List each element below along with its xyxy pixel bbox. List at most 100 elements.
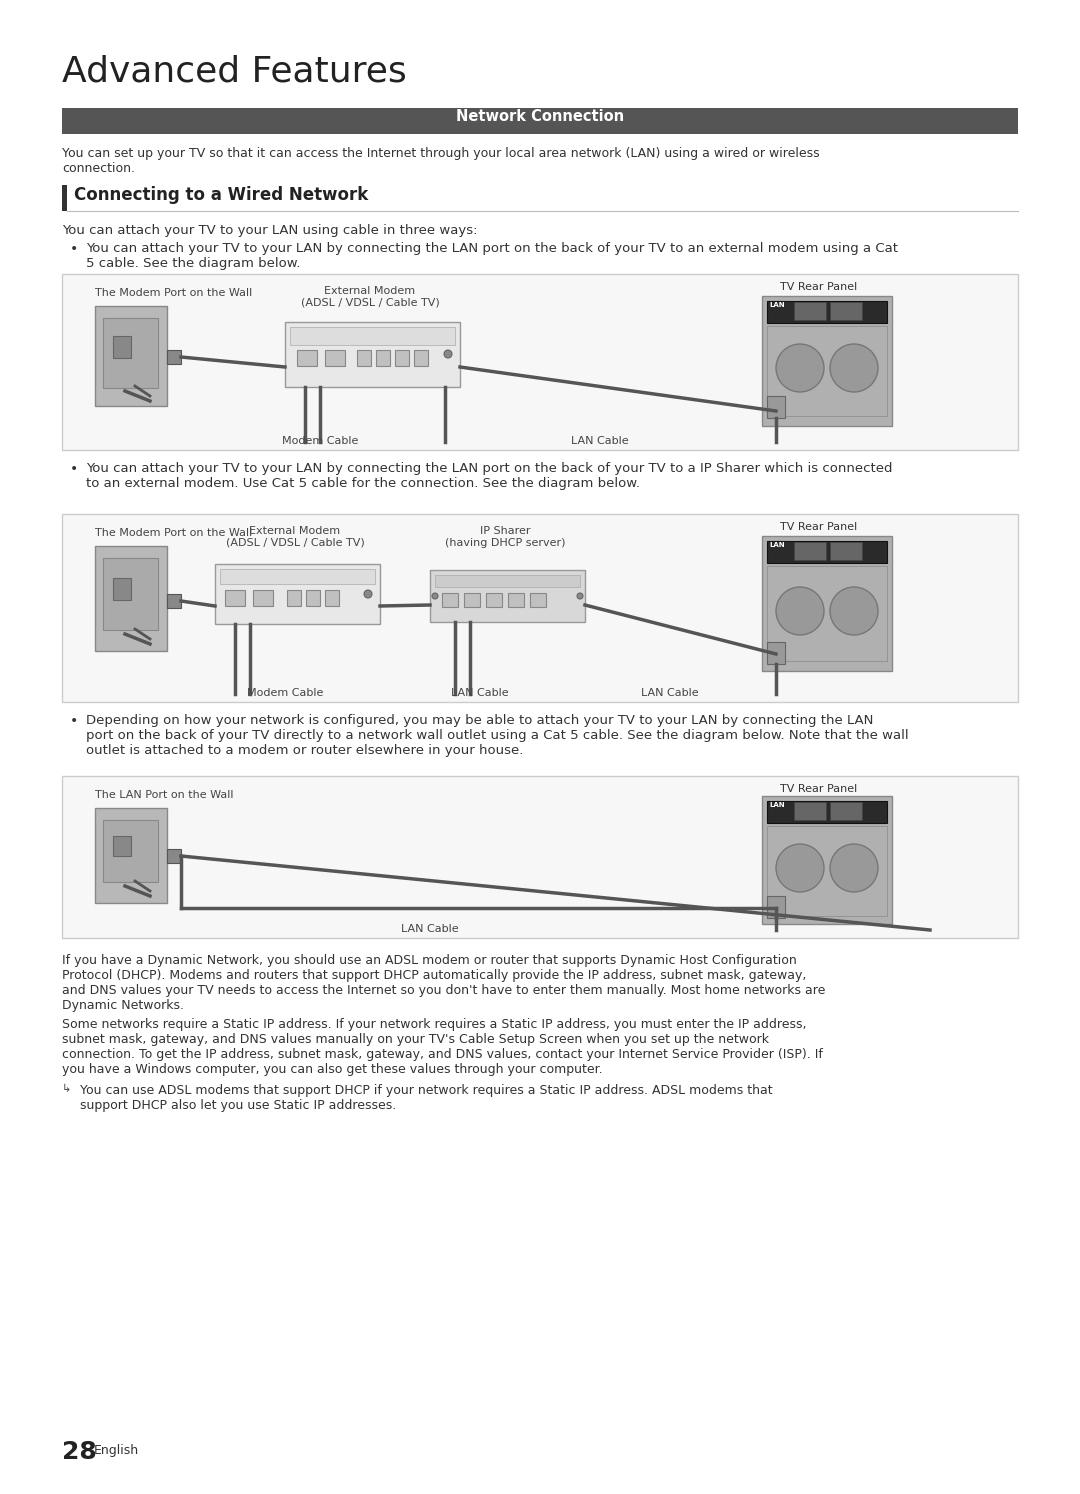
Text: IP Sharer
(having DHCP server): IP Sharer (having DHCP server)	[445, 526, 565, 548]
Text: •: •	[70, 242, 78, 255]
Bar	[167, 350, 181, 365]
Bar	[287, 590, 301, 607]
Bar	[486, 593, 502, 607]
Text: Some networks require a Static IP address. If your network requires a Static IP : Some networks require a Static IP addres…	[62, 1017, 823, 1076]
Bar	[435, 575, 580, 587]
Bar	[62, 108, 1018, 134]
Circle shape	[777, 344, 824, 391]
Bar	[253, 590, 273, 607]
Bar	[395, 350, 409, 366]
Bar	[831, 542, 862, 560]
Bar	[297, 350, 318, 366]
Circle shape	[432, 593, 438, 599]
Text: LAN Cable: LAN Cable	[451, 689, 509, 698]
Text: Network Connection: Network Connection	[456, 109, 624, 124]
Bar	[225, 590, 245, 607]
Bar	[414, 350, 428, 366]
Bar	[103, 820, 158, 881]
Bar	[291, 327, 455, 345]
Text: The Modem Port on the Wall: The Modem Port on the Wall	[95, 527, 253, 538]
Bar	[464, 593, 480, 607]
Bar	[767, 396, 785, 418]
Text: LAN Cable: LAN Cable	[571, 436, 629, 447]
Bar	[376, 350, 390, 366]
Bar	[325, 590, 339, 607]
Bar	[113, 336, 131, 359]
Bar	[95, 808, 167, 902]
Bar	[62, 185, 67, 211]
Bar	[794, 542, 826, 560]
Text: TV Rear Panel: TV Rear Panel	[780, 784, 858, 793]
Bar	[794, 302, 826, 320]
Text: If you have a Dynamic Network, you should use an ADSL modem or router that suppo: If you have a Dynamic Network, you shoul…	[62, 955, 825, 1011]
Text: The Modem Port on the Wall: The Modem Port on the Wall	[95, 288, 253, 297]
Bar	[325, 350, 345, 366]
Circle shape	[777, 587, 824, 635]
Bar	[103, 557, 158, 630]
Text: •: •	[70, 714, 78, 728]
Bar	[831, 302, 862, 320]
Bar	[215, 565, 380, 624]
Bar	[794, 802, 826, 820]
Text: External Modem
(ADSL / VDSL / Cable TV): External Modem (ADSL / VDSL / Cable TV)	[226, 526, 364, 548]
Bar	[530, 593, 546, 607]
Circle shape	[364, 590, 372, 598]
Bar	[508, 593, 524, 607]
Bar	[62, 775, 1018, 938]
Text: You can set up your TV so that it can access the Internet through your local are: You can set up your TV so that it can ac…	[62, 146, 820, 175]
Bar	[767, 642, 785, 663]
Bar	[762, 536, 892, 671]
Text: TV Rear Panel: TV Rear Panel	[780, 282, 858, 291]
Bar	[95, 545, 167, 651]
Text: You can attach your TV to your LAN by connecting the LAN port on the back of you: You can attach your TV to your LAN by co…	[86, 462, 892, 490]
Text: Depending on how your network is configured, you may be able to attach your TV t: Depending on how your network is configu…	[86, 714, 908, 757]
Text: English: English	[94, 1445, 139, 1457]
Text: You can attach your TV to your LAN using cable in three ways:: You can attach your TV to your LAN using…	[62, 224, 477, 238]
Text: LAN: LAN	[769, 802, 785, 808]
Bar	[767, 801, 887, 823]
Text: LAN Cable: LAN Cable	[401, 923, 459, 934]
Bar	[762, 296, 892, 426]
Circle shape	[831, 844, 878, 892]
Bar	[220, 569, 375, 584]
Circle shape	[831, 587, 878, 635]
Bar	[767, 541, 887, 563]
Text: LAN: LAN	[769, 542, 785, 548]
Circle shape	[577, 593, 583, 599]
Bar	[167, 849, 181, 864]
Text: LAN: LAN	[769, 302, 785, 308]
Bar	[430, 571, 585, 622]
Bar	[831, 802, 862, 820]
Bar	[113, 837, 131, 856]
Text: ↳: ↳	[62, 1085, 71, 1094]
Text: You can attach your TV to your LAN by connecting the LAN port on the back of you: You can attach your TV to your LAN by co…	[86, 242, 897, 270]
Bar	[306, 590, 320, 607]
Bar	[95, 306, 167, 406]
Bar	[357, 350, 372, 366]
Text: •: •	[70, 462, 78, 477]
Bar	[103, 318, 158, 388]
Circle shape	[831, 344, 878, 391]
Circle shape	[444, 350, 453, 359]
Text: TV Rear Panel: TV Rear Panel	[780, 521, 858, 532]
Bar	[762, 796, 892, 923]
Text: External Modem
(ADSL / VDSL / Cable TV): External Modem (ADSL / VDSL / Cable TV)	[300, 285, 440, 308]
Bar	[442, 593, 458, 607]
Bar	[113, 578, 131, 601]
Text: You can use ADSL modems that support DHCP if your network requires a Static IP a: You can use ADSL modems that support DHC…	[80, 1085, 772, 1112]
Text: Advanced Features: Advanced Features	[62, 55, 407, 90]
Text: The LAN Port on the Wall: The LAN Port on the Wall	[95, 790, 233, 799]
Text: LAN Cable: LAN Cable	[642, 689, 699, 698]
Bar	[767, 826, 887, 916]
Bar	[767, 566, 887, 660]
Bar	[285, 323, 460, 387]
Bar	[62, 514, 1018, 702]
Bar	[767, 300, 887, 323]
Circle shape	[777, 844, 824, 892]
Bar	[167, 595, 181, 608]
Bar	[767, 326, 887, 415]
Text: 28: 28	[62, 1440, 97, 1464]
Text: Modem Cable: Modem Cable	[247, 689, 323, 698]
Text: Modem Cable: Modem Cable	[282, 436, 359, 447]
Bar	[767, 896, 785, 917]
